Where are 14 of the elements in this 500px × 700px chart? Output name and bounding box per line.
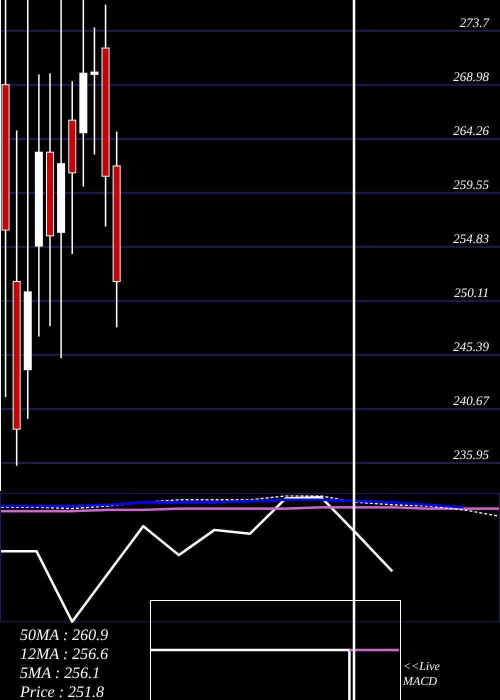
y-tick-label: 235.95	[453, 446, 490, 462]
text: 5MA : 256.1	[20, 665, 100, 682]
y-tick-label: 264.26	[453, 122, 490, 138]
annotation: <<Live MACD	[402, 659, 441, 688]
y-tick-label: 268.98	[453, 68, 490, 84]
y-tick-label: 259.55	[453, 176, 490, 192]
y-tick-label: 245.39	[453, 338, 490, 354]
text: 12MA : 256.6	[20, 646, 108, 663]
y-tick-label: 240.67	[453, 392, 490, 408]
text: 50MA : 260.9	[20, 627, 108, 644]
y-tick-label: 273.7	[460, 14, 490, 30]
y-tick-label: 254.83	[453, 230, 490, 246]
text: Price : 251.8	[19, 684, 104, 700]
y-tick-label: 250.11	[454, 284, 489, 300]
